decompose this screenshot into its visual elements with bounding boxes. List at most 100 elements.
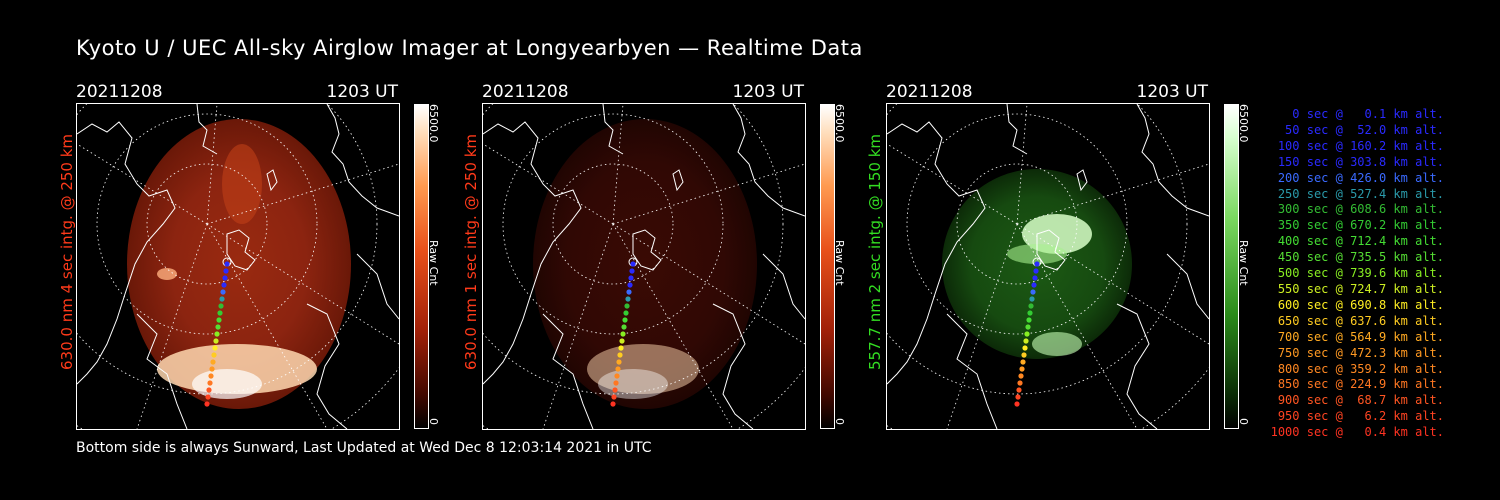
trajectory-point — [615, 366, 621, 372]
panel-3-date: 20211208 — [886, 82, 973, 102]
trajectory-legend-item: 350 sec @ 670.2 km alt. — [1270, 218, 1444, 233]
page-title: Kyoto U / UEC All-sky Airglow Imager at … — [76, 36, 863, 60]
panel-3-colorbar-max: 6500.0 — [1237, 104, 1250, 143]
trajectory-point — [1030, 289, 1036, 295]
trajectory-legend-item: 100 sec @ 160.2 km alt. — [1270, 138, 1444, 153]
trajectory-point — [618, 345, 624, 351]
trajectory-point — [220, 289, 226, 295]
panel-1-date: 20211208 — [76, 82, 163, 102]
panel-3-colorbar — [1224, 104, 1239, 429]
trajectory-point — [628, 275, 634, 281]
trajectory-point — [215, 324, 221, 330]
trajectory-point — [612, 387, 618, 393]
trajectory-point — [217, 310, 223, 316]
trajectory-point — [1023, 338, 1029, 344]
trajectory-point — [620, 331, 626, 337]
panel-2-colorbar — [820, 104, 835, 429]
trajectory-point — [621, 324, 627, 330]
trajectory-legend-item: 50 sec @ 52.0 km alt. — [1270, 122, 1444, 137]
trajectory-point — [613, 380, 619, 386]
trajectory-point — [622, 317, 628, 323]
trajectory-point — [1022, 345, 1028, 351]
panel-1-image — [76, 103, 400, 430]
trajectory-legend-item: 1000 sec @ 0.4 km alt. — [1270, 425, 1444, 440]
trajectory-point — [207, 380, 213, 386]
all-sky-map — [483, 104, 805, 429]
trajectory-legend-item: 300 sec @ 608.6 km alt. — [1270, 202, 1444, 217]
trajectory-legend-item: 600 sec @ 690.8 km alt. — [1270, 297, 1444, 312]
trajectory-point — [214, 331, 220, 337]
footer-status: Bottom side is always Sunward, Last Upda… — [76, 440, 652, 456]
trajectory-point — [629, 268, 635, 274]
trajectory-point — [619, 338, 625, 344]
panel-1-colorbar-unit: Raw Cnt — [427, 240, 440, 286]
trajectory-point — [623, 310, 629, 316]
trajectory-point — [221, 282, 227, 288]
trajectory-point — [1018, 373, 1024, 379]
trajectory-point — [209, 366, 215, 372]
trajectory-point — [1014, 401, 1020, 407]
trajectory-legend-item: 450 sec @ 735.5 km alt. — [1270, 250, 1444, 265]
trajectory-point — [617, 352, 623, 358]
trajectory-legend-item: 250 sec @ 527.4 km alt. — [1270, 186, 1444, 201]
panel-2-ylabel: 630.0 nm 1 sec intg. @ 250 km — [462, 133, 480, 370]
trajectory-point — [610, 401, 616, 407]
trajectory-legend-item: 500 sec @ 739.6 km alt. — [1270, 266, 1444, 281]
trajectory-point — [224, 261, 230, 267]
panel-1-colorbar-max: 6500.0 — [427, 104, 440, 143]
trajectory-legend-item: 0 sec @ 0.1 km alt. — [1270, 107, 1444, 121]
trajectory-point — [1028, 303, 1034, 309]
trajectory-point — [1020, 359, 1026, 365]
panel-2-colorbar-unit: Raw Cnt — [833, 240, 846, 286]
trajectory-point — [1032, 275, 1038, 281]
trajectory-point — [1024, 331, 1030, 337]
panel-2-colorbar-min: 0 — [833, 418, 846, 425]
trajectory-legend-item: 200 sec @ 426.0 km alt. — [1270, 170, 1444, 185]
trajectory-point — [1015, 394, 1021, 400]
panel-2-image — [482, 103, 806, 430]
trajectory-legend-item: 400 sec @ 712.4 km alt. — [1270, 234, 1444, 249]
trajectory-point — [1025, 324, 1031, 330]
trajectory-point — [627, 282, 633, 288]
trajectory-legend-item: 650 sec @ 637.6 km alt. — [1270, 313, 1444, 328]
panel-2-date: 20211208 — [482, 82, 569, 102]
trajectory-point — [216, 317, 222, 323]
trajectory-legend-item: 550 sec @ 724.7 km alt. — [1270, 281, 1444, 296]
trajectory-legend-item: 150 sec @ 303.8 km alt. — [1270, 154, 1444, 169]
trajectory-legend-item: 950 sec @ 6.2 km alt. — [1270, 409, 1444, 424]
trajectory-point — [212, 345, 218, 351]
trajectory-point — [1016, 387, 1022, 393]
trajectory-point — [626, 289, 632, 295]
panel-3-image — [886, 103, 1210, 430]
trajectory-point — [625, 296, 631, 302]
panel-2-colorbar-max: 6500.0 — [833, 104, 846, 143]
trajectory-point — [614, 373, 620, 379]
panel-3-colorbar-unit: Raw Cnt — [1237, 240, 1250, 286]
trajectory-point — [630, 261, 636, 267]
trajectory-legend-item: 750 sec @ 472.3 km alt. — [1270, 345, 1444, 360]
panel-3-ylabel: 557.7 nm 2 sec intg. @ 150 km — [866, 133, 884, 370]
trajectory-legend-item: 900 sec @ 68.7 km alt. — [1270, 393, 1444, 408]
trajectory-point — [1033, 268, 1039, 274]
trajectory-point — [1021, 352, 1027, 358]
trajectory-point — [1031, 282, 1037, 288]
trajectory-point — [219, 296, 225, 302]
panel-3-colorbar-min: 0 — [1237, 418, 1250, 425]
panel-2-ut: 1203 UT — [732, 82, 805, 102]
trajectory-point — [208, 373, 214, 379]
trajectory-point — [616, 359, 622, 365]
panel-1-ut: 1203 UT — [326, 82, 399, 102]
trajectory-point — [218, 303, 224, 309]
trajectory-point — [223, 268, 229, 274]
trajectory-point — [1027, 310, 1033, 316]
trajectory-point — [206, 387, 212, 393]
trajectory-point — [205, 394, 211, 400]
panel-3-ut: 1203 UT — [1136, 82, 1209, 102]
panel-1-colorbar — [414, 104, 429, 429]
trajectory-point — [1019, 366, 1025, 372]
trajectory-point — [213, 338, 219, 344]
panel-1-ylabel: 630.0 nm 4 sec intg. @ 250 km — [58, 133, 76, 370]
all-sky-map — [887, 104, 1209, 429]
trajectory-legend-item: 700 sec @ 564.9 km alt. — [1270, 329, 1444, 344]
trajectory-point — [204, 401, 210, 407]
